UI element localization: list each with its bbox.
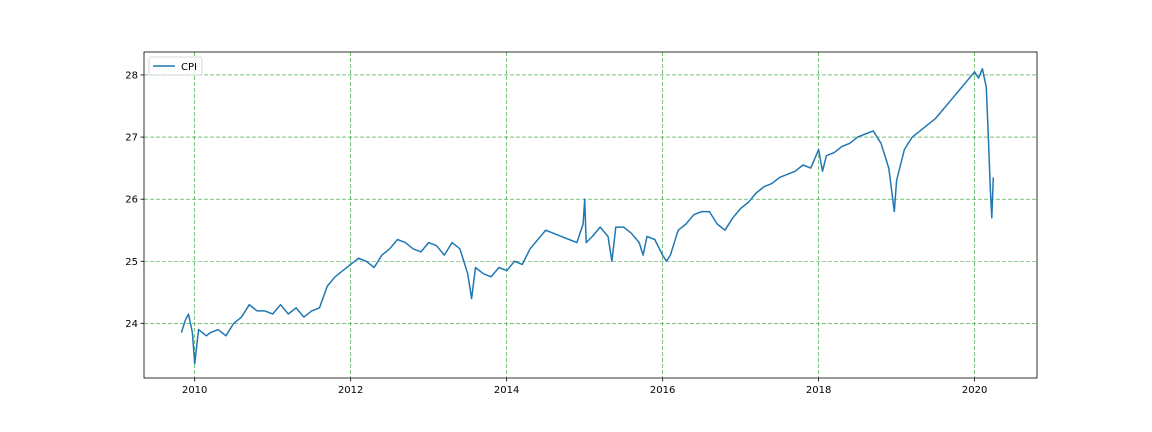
x-tick-label: 2012: [338, 385, 363, 396]
legend-box: [148, 56, 203, 76]
x-tick-label: 2018: [806, 385, 831, 396]
x-tick-label: 2020: [962, 385, 987, 396]
x-axis: 2010 2012 2014 2016 2018 2020: [182, 378, 987, 396]
x-tick-label: 2016: [650, 385, 675, 396]
y-tick-label: 28: [125, 70, 138, 81]
series-line-cpi: [180, 68, 995, 365]
y-axis: 24 25 26 27 28: [125, 70, 144, 330]
x-tick-label: 2010: [182, 385, 207, 396]
y-tick-label: 25: [125, 257, 138, 268]
legend: CPI: [148, 56, 203, 76]
grid-lines: [144, 52, 1037, 378]
y-tick-label: 24: [125, 319, 138, 330]
plot-area-frame: [143, 51, 1038, 379]
series-layer: [180, 68, 995, 365]
y-tick-label: 27: [125, 133, 138, 144]
x-tick-label: 2014: [494, 385, 519, 396]
legend-label-cpi: CPI: [181, 62, 197, 73]
y-tick-label: 26: [125, 195, 138, 206]
